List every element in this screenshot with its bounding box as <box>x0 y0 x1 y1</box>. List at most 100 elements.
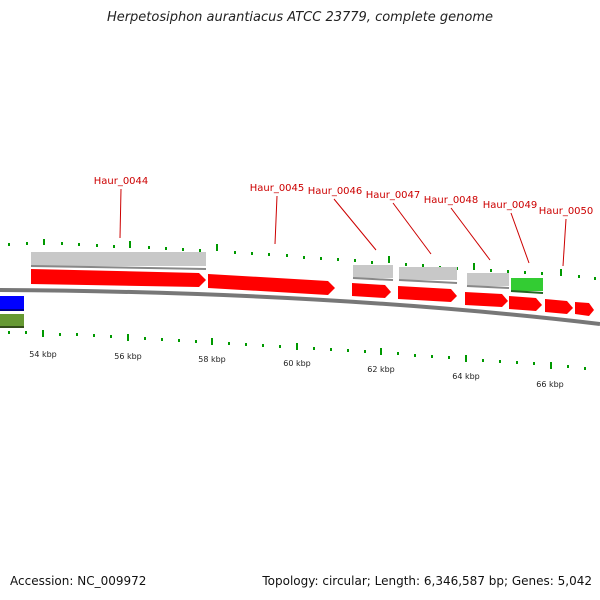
bottom-tick <box>448 356 450 359</box>
bottom-tick <box>550 362 552 369</box>
bottom-tick <box>397 352 399 355</box>
top-tick <box>578 275 580 278</box>
gene-feature <box>0 314 24 327</box>
bottom-tick <box>364 350 366 353</box>
top-tick <box>422 264 424 267</box>
gene-label: Haur_0050 <box>539 206 594 217</box>
bottom-tick <box>465 355 467 362</box>
top-tick <box>303 256 305 259</box>
top-tick <box>388 256 390 263</box>
bottom-tick <box>127 334 129 341</box>
bottom-tick <box>42 330 44 337</box>
gene-feature <box>208 274 335 295</box>
top-tick <box>524 271 526 274</box>
gene-feature <box>398 286 457 302</box>
top-tick <box>78 243 80 246</box>
scale-label: 62 kbp <box>367 365 395 374</box>
gene-feature <box>467 273 509 286</box>
bottom-tick <box>380 348 382 355</box>
genome-summary-text: Topology: circular; Length: 6,346,587 bp… <box>262 574 592 588</box>
gene-label: Haur_0046 <box>308 186 363 197</box>
gene-label: Haur_0044 <box>94 176 149 187</box>
gene-label: Haur_0047 <box>366 190 421 201</box>
scale-label: 54 kbp <box>29 350 57 359</box>
gene-label: Haur_0045 <box>250 183 305 194</box>
bottom-tick <box>93 334 95 337</box>
gene-feature <box>399 267 457 280</box>
gene-feature <box>0 296 24 310</box>
top-tick <box>148 246 150 249</box>
bottom-tick <box>584 367 586 370</box>
top-tick <box>182 248 184 251</box>
bottom-tick <box>59 333 61 336</box>
gene-label: Haur_0049 <box>483 200 538 211</box>
scale-labels: 54 kbp 56 kbp 58 kbp 60 kbp 62 kbp 64 kb… <box>29 350 564 389</box>
top-tick <box>251 252 253 255</box>
top-tick <box>96 244 98 247</box>
scale-label: 56 kbp <box>114 352 142 361</box>
bottom-tick <box>110 335 112 338</box>
scale-label: 64 kbp <box>452 372 480 381</box>
bottom-tick <box>296 343 298 350</box>
left-genes <box>0 296 24 328</box>
bottom-tick <box>330 348 332 351</box>
top-tick <box>113 245 115 248</box>
top-tick <box>268 253 270 256</box>
gene-feature <box>575 302 594 316</box>
scale-label: 58 kbp <box>198 355 226 364</box>
gene-feature <box>511 278 543 291</box>
top-tick <box>216 244 218 251</box>
bottom-tick <box>533 362 535 365</box>
bottom-tick <box>499 360 501 363</box>
bottom-tick <box>347 349 349 352</box>
gene-feature <box>353 265 393 278</box>
top-tick <box>286 254 288 257</box>
bottom-tick <box>482 359 484 362</box>
gray-genes <box>30 252 544 294</box>
bottom-tick <box>245 343 247 346</box>
bottom-tick <box>516 361 518 364</box>
top-tick <box>129 241 131 248</box>
scale-label: 66 kbp <box>536 380 564 389</box>
top-tick <box>405 263 407 266</box>
gene-feature <box>31 252 206 266</box>
bottom-tick <box>414 354 416 357</box>
bottom-tick <box>567 365 569 368</box>
gene-labels: Haur_0044 Haur_0045 Haur_0046 Haur_0047 … <box>94 176 594 217</box>
top-tick <box>594 277 596 280</box>
top-tick <box>61 242 63 245</box>
gene-label: Haur_0048 <box>424 195 479 206</box>
top-tick <box>337 258 339 261</box>
bottom-tick <box>25 331 27 334</box>
top-tick <box>8 243 10 246</box>
genome-backbone <box>0 288 600 326</box>
top-tick <box>560 269 562 276</box>
top-tick <box>490 269 492 272</box>
bottom-ticks <box>8 330 586 370</box>
scale-label: 60 kbp <box>283 359 311 368</box>
bottom-tick <box>8 331 10 334</box>
bottom-tick <box>195 340 197 343</box>
gene-feature <box>509 296 542 311</box>
top-tick <box>320 257 322 260</box>
gene-feature <box>545 299 573 314</box>
top-tick <box>43 239 45 245</box>
top-tick <box>371 261 373 264</box>
top-tick <box>473 263 475 270</box>
top-tick <box>199 249 201 252</box>
bottom-tick <box>161 338 163 341</box>
top-tick <box>26 242 28 245</box>
top-tick <box>165 247 167 250</box>
top-tick <box>234 251 236 254</box>
cds-genes <box>31 269 594 316</box>
map-title: Herpetosiphon aurantiacus ATCC 23779, co… <box>106 10 494 25</box>
bottom-tick <box>279 345 281 348</box>
bottom-tick <box>262 344 264 347</box>
bottom-tick <box>228 342 230 345</box>
top-tick <box>541 272 543 275</box>
bottom-tick <box>144 337 146 340</box>
bottom-tick <box>431 355 433 358</box>
top-tick <box>354 259 356 262</box>
top-tick <box>507 270 509 273</box>
